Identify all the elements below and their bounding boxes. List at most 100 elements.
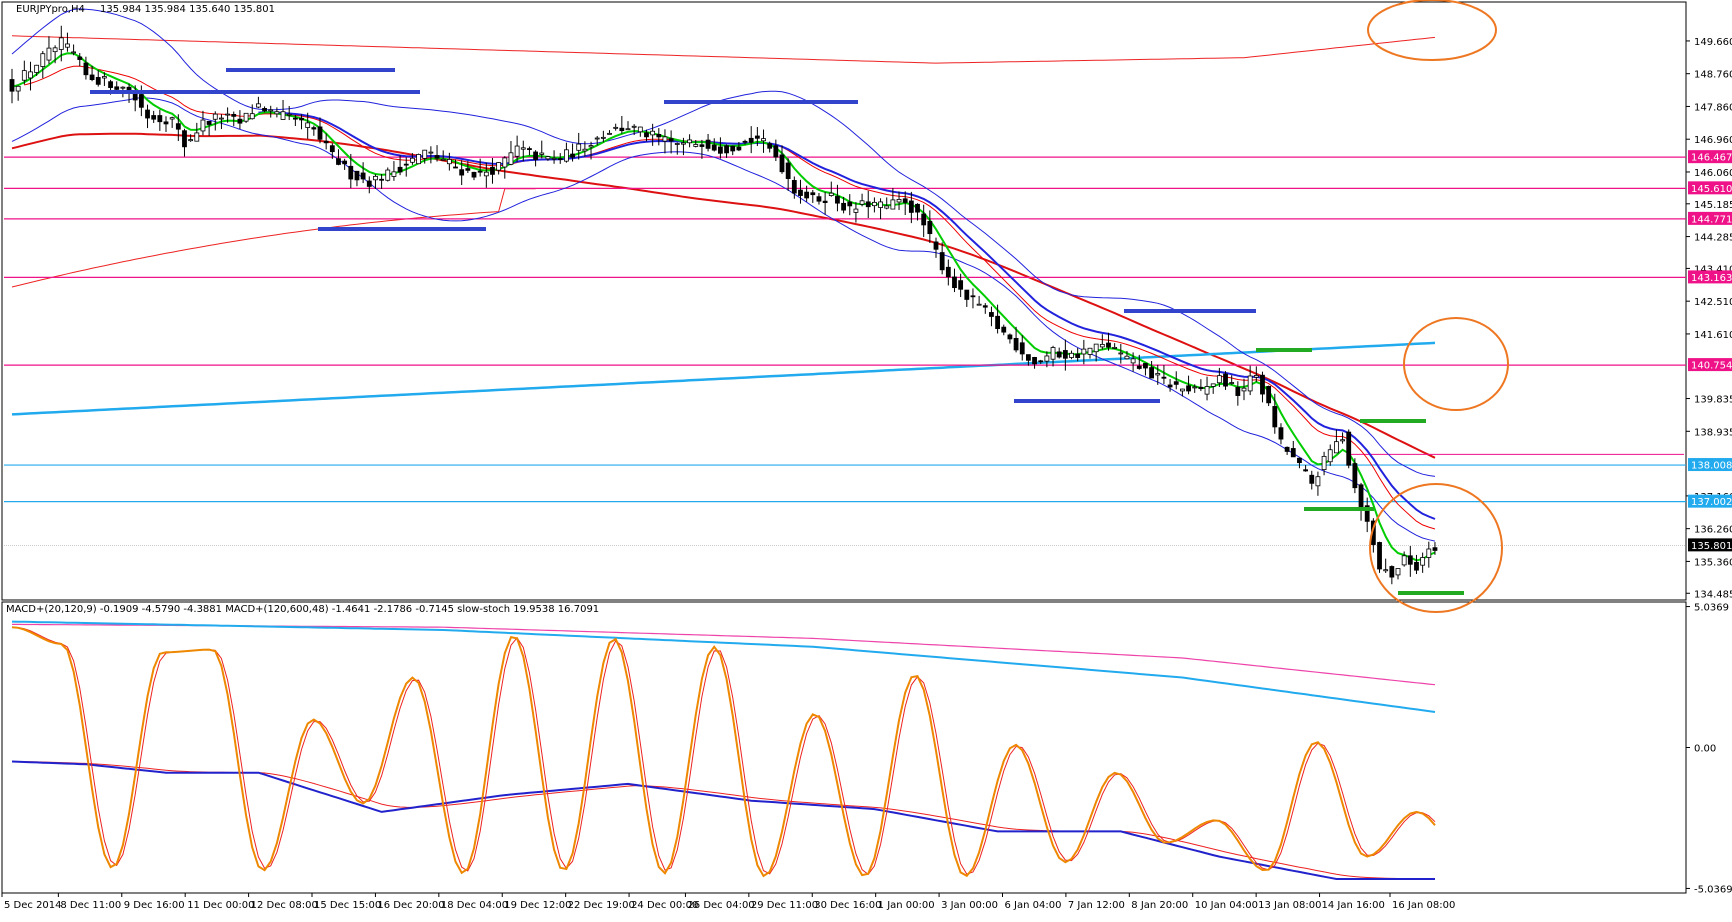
macd2-main-line: [11, 620, 1436, 713]
time-axis-label: 26 Dec 04:00: [687, 900, 754, 911]
candle-body: [422, 149, 428, 159]
indicator-axis-label: 0.00: [1694, 744, 1716, 755]
time-axis-label: 11 Dec 00:00: [187, 900, 254, 911]
bollinger-lower-line: [11, 97, 1436, 542]
price-level-badge-text: 135.801: [1691, 541, 1732, 552]
time-axis-label: 30 Dec 16:00: [814, 900, 881, 911]
candle-body: [1407, 555, 1413, 565]
candle-body: [132, 92, 138, 101]
time-axis-label: 5 Dec 2014: [4, 900, 62, 911]
candle-body: [1272, 406, 1278, 428]
candle-body: [1013, 337, 1019, 351]
candle-body: [1346, 431, 1352, 466]
candle-body: [1303, 469, 1308, 472]
candle-body: [1223, 373, 1228, 387]
candle-body: [440, 158, 446, 161]
highlight-circle: [1369, 483, 1503, 613]
candle-body: [588, 145, 594, 148]
candle-body: [668, 138, 674, 142]
indicator-pane: [11, 620, 1436, 880]
candle-body: [989, 312, 994, 317]
envelope-upper-line: [11, 35, 1436, 64]
candle-body: [576, 143, 582, 151]
candle-body: [674, 143, 680, 145]
candle-body: [945, 266, 951, 278]
candle-body: [1044, 355, 1050, 362]
candle-body: [108, 81, 113, 88]
time-axis-label: 13 Jan 08:00: [1258, 900, 1321, 911]
candle-body: [976, 303, 982, 306]
price-axis-label: 135.360: [1694, 557, 1732, 568]
candle-body: [625, 128, 631, 131]
candle-body: [502, 157, 508, 168]
candle-body: [539, 152, 545, 155]
candle-body: [446, 159, 452, 165]
candle-body: [927, 220, 933, 235]
candle-body: [1087, 347, 1093, 355]
candle-body: [773, 145, 779, 158]
candle-body: [1284, 446, 1290, 452]
candle-body: [1032, 357, 1037, 365]
candle-body: [1099, 343, 1105, 348]
candle-body: [9, 79, 15, 92]
candle-body: [225, 113, 231, 116]
candle-body: [1309, 474, 1315, 484]
candle-body: [311, 127, 317, 130]
candle-body: [40, 53, 46, 67]
time-axis-label: 16 Jan 08:00: [1392, 900, 1455, 911]
candle-body: [1118, 352, 1124, 355]
candle-body: [878, 201, 883, 208]
price-level-badge-text: 143.163: [1691, 273, 1732, 284]
candle-body: [391, 171, 397, 177]
price-level-badge: [1688, 181, 1732, 195]
envelope-lower-line: [11, 188, 536, 288]
candle-body: [219, 117, 224, 120]
candle-body: [21, 70, 27, 81]
price-axis-label: 148.760: [1694, 70, 1732, 81]
candle-body: [34, 64, 40, 73]
candle-body: [1050, 347, 1056, 360]
candle-body: [1180, 388, 1185, 392]
price-level-badge: [1688, 358, 1732, 372]
candle-body: [952, 276, 957, 289]
candle-body: [255, 103, 261, 108]
candle-body: [1315, 476, 1321, 487]
candle-body: [496, 162, 502, 171]
candle-body: [28, 71, 33, 79]
candle-body: [847, 201, 853, 207]
price-level-badge: [1688, 211, 1732, 225]
candle-body: [1358, 484, 1364, 511]
candle-body: [336, 158, 341, 165]
candle-body: [607, 132, 612, 135]
time-axis-label: 22 Dec 19:00: [568, 900, 635, 911]
price-level-badge-text: 140.754: [1691, 361, 1732, 372]
candle-body: [718, 146, 723, 154]
candle-body: [1136, 365, 1142, 369]
bollinger-upper-line: [11, 8, 1436, 477]
candle-body: [299, 117, 304, 121]
candle-body: [841, 202, 846, 211]
candle-body: [884, 205, 890, 209]
candle-body: [1241, 387, 1247, 392]
stoch-main-line: [11, 626, 1436, 878]
candle-body: [1001, 326, 1007, 333]
price-level-badge: [1688, 150, 1732, 164]
candle-body: [681, 142, 686, 145]
candle-body: [600, 136, 606, 139]
candle-body: [1420, 557, 1426, 566]
candle-body: [761, 138, 766, 142]
candle-body: [687, 139, 692, 144]
candle-body: [145, 109, 150, 119]
candle-body: [416, 154, 421, 165]
candle-body: [1143, 363, 1148, 369]
candle-body: [465, 168, 471, 171]
candle-body: [533, 151, 538, 160]
price-chart: [4, 0, 1686, 613]
candle-body: [656, 133, 662, 138]
candle-body: [613, 126, 619, 129]
candle-body: [483, 171, 489, 177]
price-axis-label: 144.285: [1694, 233, 1732, 244]
candle-body: [95, 77, 101, 85]
price-axis-label: 149.660: [1694, 37, 1732, 48]
candle-body: [835, 196, 840, 204]
